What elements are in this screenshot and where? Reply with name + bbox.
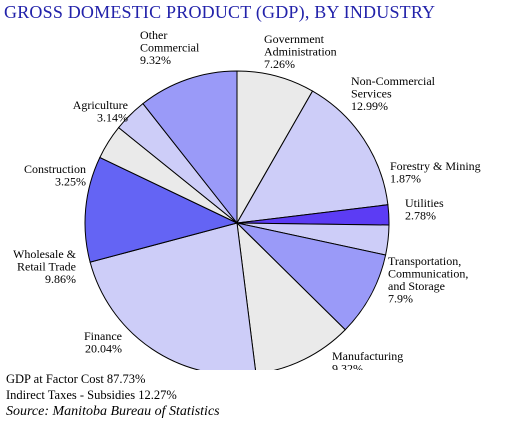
slice-label-non-commercial-services: Non-Commercial Services 12.99% <box>351 74 436 113</box>
pie-slice-transportation-communication-and-storage <box>235 222 387 331</box>
pie-chart: Government Administration 7.26% Non-Commerc… <box>13 28 481 370</box>
pie-slice-other-commercial <box>142 70 238 225</box>
slice-label-other-commercial: Other Commercial 9.32% <box>140 28 200 67</box>
pie-slice-wholesale-retail-trade <box>84 156 239 263</box>
slice-label-utilities: Utilities 2.78% <box>405 196 444 223</box>
slice-label-agriculture: Agriculture 3.14% <box>73 98 128 125</box>
pie-slice-manufacturing <box>236 221 346 370</box>
source-note: Source: Manitoba Bureau of Statistics <box>6 404 220 419</box>
pie-slice-finance <box>89 222 256 370</box>
slice-label-manufacturing: Manufacturing 9.32% <box>332 349 403 370</box>
gdp-factor-cost-note: GDP at Factor Cost 87.73% <box>6 372 146 386</box>
pie-slice-non-commercial-services <box>236 90 389 224</box>
chart-title: GROSS DOMESTIC PRODUCT (GDP), BY INDUSTR… <box>4 2 436 22</box>
slice-label-government-administration: Government Administration 7.26% <box>264 32 337 71</box>
slice-label-construction: Construction 3.25% <box>24 162 86 189</box>
slice-label-finance: Finance 20.04% <box>84 329 122 356</box>
slice-label-wholesale-retail-trade: Wholesale & Retail Trade 9.86% <box>13 247 77 286</box>
pie-slices <box>84 70 390 370</box>
pie-labels: Government Administration 7.26% Non-Commerc… <box>13 28 481 370</box>
indirect-taxes-note: Indirect Taxes - Subsidies 12.27% <box>6 388 177 402</box>
slice-label-forestry-mining: Forestry & Mining 1.87% <box>390 159 481 186</box>
slice-label-transportation-communication-and-storage: Transportation, Communication, and Storage… <box>388 254 468 306</box>
